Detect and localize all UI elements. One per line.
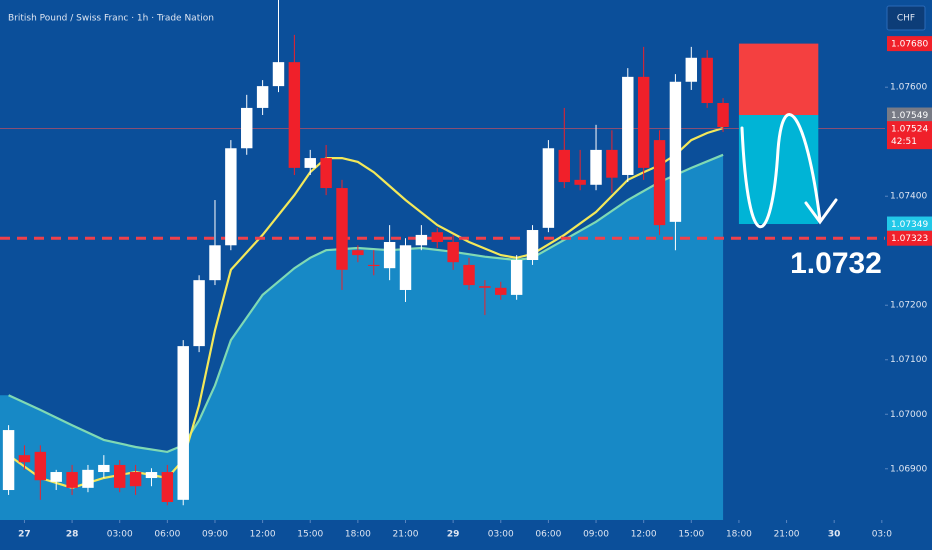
- y-tick-label: 1.07100: [890, 355, 927, 365]
- candle-body: [113, 464, 126, 488]
- x-tick-label: 12:00: [631, 530, 657, 540]
- arrow: [740, 113, 838, 229]
- price-label: 1.07349: [891, 220, 928, 230]
- candle-body: [510, 260, 523, 295]
- candle-body: [669, 81, 682, 222]
- candle-body: [542, 148, 555, 228]
- candle-body: [98, 464, 110, 473]
- candle-body: [574, 179, 586, 185]
- candle-body: [193, 280, 205, 347]
- chart-title: British Pound / Swiss Franc · 1h · Trade…: [8, 14, 214, 24]
- candle-body: [590, 149, 602, 185]
- price-label-box: [887, 107, 932, 123]
- price-label-box: [887, 36, 932, 52]
- price-label: 1.07680: [891, 40, 928, 50]
- candle-body: [717, 103, 729, 128]
- candle-body: [431, 232, 443, 243]
- price-label: 1.07524: [891, 125, 928, 135]
- candle-body: [606, 149, 618, 178]
- candle-body: [622, 76, 634, 175]
- candle-body: [225, 148, 237, 246]
- price-label: 1.07549: [891, 111, 928, 121]
- candle-body: [34, 451, 47, 481]
- candle-body: [653, 140, 666, 226]
- candle-body: [82, 469, 94, 488]
- candle-body: [463, 264, 475, 286]
- candle-body: [161, 472, 174, 503]
- x-tick-label: 09:00: [202, 530, 228, 540]
- candle-body: [288, 62, 301, 168]
- candle-body: [256, 86, 269, 108]
- y-tick-label: 1.07400: [890, 192, 927, 202]
- candle-body: [2, 430, 15, 491]
- ma-area: [0, 154, 724, 521]
- x-tick-label: 03:00: [488, 530, 514, 540]
- candle-body: [479, 286, 491, 288]
- ma-line: [8, 153, 724, 454]
- candle-body: [272, 62, 285, 87]
- candle-body: [304, 158, 316, 168]
- candle-body: [701, 57, 713, 104]
- x-tick-label: 21:00: [774, 530, 800, 540]
- annotation: 1.0732: [790, 247, 882, 280]
- x-tick-label: 03:0: [872, 530, 892, 540]
- x-tick-label: 06:00: [154, 530, 180, 540]
- countdown: 42:51: [891, 137, 917, 147]
- candle-body: [368, 264, 380, 266]
- price-label-box: [887, 216, 932, 232]
- x-tick-label: 28: [66, 530, 79, 540]
- candle-body: [336, 188, 348, 270]
- x-tick-label: 15:00: [297, 530, 323, 540]
- candle-body: [209, 245, 221, 281]
- x-tick-label: 21:00: [393, 530, 419, 540]
- candle-body: [383, 242, 396, 269]
- price-label: 1.07323: [891, 234, 928, 244]
- y-tick-label: 1.07200: [890, 301, 927, 311]
- candle-body: [415, 234, 428, 246]
- candle-body: [177, 346, 189, 500]
- candle-body: [145, 472, 158, 479]
- x-tick-label: 29: [447, 530, 460, 540]
- currency: CHF: [897, 14, 915, 24]
- stop-zone: [738, 43, 819, 116]
- candle-body: [637, 76, 650, 168]
- candle-body: [526, 230, 539, 260]
- candle-body: [352, 250, 364, 256]
- candle-body: [129, 472, 142, 487]
- x-tick-label: 12:00: [250, 530, 276, 540]
- currency-box: [886, 5, 926, 31]
- y-tick-label: 1.07000: [890, 410, 927, 420]
- price-label-box: [887, 230, 932, 246]
- candle-body: [399, 245, 412, 290]
- x-tick-label: 18:00: [726, 530, 752, 540]
- x-tick-label: 15:00: [678, 530, 704, 540]
- x-tick-label: 18:00: [345, 530, 371, 540]
- x-tick-label: 30: [828, 530, 841, 540]
- price-label-box: [887, 121, 932, 150]
- candle-body: [447, 242, 459, 263]
- candle-body: [18, 455, 31, 463]
- candle-body: [66, 472, 78, 488]
- candle-body: [685, 57, 698, 82]
- x-tick-label: 03:00: [107, 530, 133, 540]
- y-tick-label: 1.07600: [890, 83, 927, 93]
- x-tick-label: 06:00: [535, 530, 561, 540]
- x-tick-label: 27: [18, 530, 31, 540]
- x-tick-label: 09:00: [583, 530, 609, 540]
- candle-body: [50, 472, 62, 482]
- candle-body: [241, 107, 253, 149]
- candle-body: [558, 149, 570, 183]
- candle-body: [320, 158, 332, 189]
- candle-body: [495, 287, 507, 295]
- y-tick-label: 1.06900: [890, 464, 927, 474]
